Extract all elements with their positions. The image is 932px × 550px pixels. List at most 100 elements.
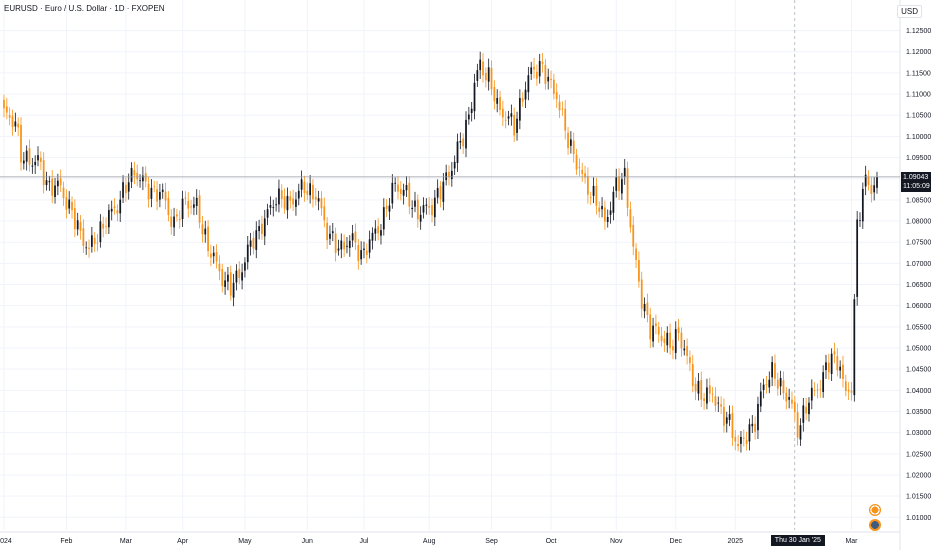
- candle-body: [510, 113, 513, 117]
- candle-body: [680, 332, 683, 349]
- candle-body: [759, 391, 762, 407]
- candle-body: [606, 217, 609, 222]
- candle-body: [280, 190, 283, 199]
- price-tick-label: 1.08000: [906, 219, 931, 226]
- candle-body: [365, 250, 368, 256]
- candle-body: [856, 219, 859, 297]
- candle-body: [22, 160, 25, 164]
- candle-body: [535, 71, 538, 79]
- candle-body: [703, 398, 705, 402]
- candle-body: [516, 118, 518, 133]
- candle-body: [212, 252, 215, 257]
- candle-body: [263, 218, 266, 237]
- candle-body: [176, 214, 178, 217]
- price-tick-label: 1.05500: [906, 324, 931, 331]
- candle-body: [90, 235, 93, 247]
- candle-body: [793, 401, 796, 413]
- candle-body: [246, 244, 249, 263]
- candle-body: [442, 181, 445, 202]
- candle-body: [595, 186, 598, 206]
- price-tick-label: 1.05000: [906, 346, 931, 353]
- candle-body: [598, 207, 601, 212]
- candle-body: [224, 280, 226, 287]
- event-flag-icon[interactable]: [869, 504, 881, 516]
- candle-body: [428, 205, 431, 208]
- candle-body: [133, 170, 136, 176]
- candle-body: [476, 70, 479, 81]
- candle-body: [391, 182, 394, 204]
- candle-body: [244, 262, 246, 271]
- candle-body: [802, 405, 805, 423]
- candle-body: [822, 372, 825, 393]
- economic-event-icon[interactable]: [869, 519, 881, 531]
- candle-body: [82, 228, 85, 246]
- candle-body: [241, 272, 243, 281]
- candle-body: [456, 141, 459, 163]
- candle-body: [331, 231, 334, 234]
- candle-body: [110, 208, 113, 212]
- candle-body: [125, 184, 127, 194]
- candle-body: [93, 237, 96, 244]
- candle-body: [686, 346, 688, 356]
- candle-body: [660, 335, 663, 341]
- candle-body: [374, 228, 377, 234]
- candle-body: [436, 188, 439, 198]
- candle-body: [493, 87, 496, 102]
- candle-body: [819, 388, 822, 390]
- candle-body: [227, 274, 229, 282]
- candle-body: [397, 184, 399, 192]
- candle-body: [779, 378, 782, 387]
- candle-body: [581, 169, 584, 174]
- candle-body: [652, 325, 654, 342]
- candle-body: [844, 381, 847, 392]
- candle-body: [161, 189, 164, 192]
- price-tick-label: 1.11500: [906, 70, 931, 77]
- candle-body: [776, 379, 779, 389]
- bar-countdown: 11:05:09: [903, 182, 930, 190]
- price-tick-label: 1.04500: [906, 367, 931, 374]
- candle-body: [640, 279, 643, 309]
- candle-body: [836, 356, 839, 371]
- candle-body: [808, 402, 810, 415]
- time-tick-label: May: [238, 538, 252, 545]
- candle-body: [235, 270, 238, 283]
- candle-body: [632, 224, 635, 247]
- candle-body: [459, 140, 462, 143]
- candle-body: [20, 124, 22, 163]
- candle-body: [518, 98, 521, 121]
- candle-body: [343, 241, 346, 250]
- currency-label[interactable]: USD: [897, 5, 922, 18]
- candle-body: [589, 197, 592, 199]
- candle-body: [740, 436, 742, 444]
- candle-body: [399, 189, 402, 194]
- candle-body: [190, 206, 192, 208]
- time-tick-label: Oct: [546, 538, 557, 545]
- candle-body: [127, 182, 130, 192]
- candle-body: [788, 397, 791, 400]
- candle-body: [326, 222, 329, 241]
- candle-body: [139, 180, 141, 182]
- candle-body: [85, 247, 88, 249]
- candle-body: [368, 239, 371, 253]
- candle-body: [717, 402, 720, 404]
- candle-body: [552, 79, 555, 94]
- candle-body: [584, 173, 586, 178]
- candle-body: [572, 140, 575, 154]
- candle-body: [734, 437, 737, 442]
- candle-body: [524, 89, 527, 100]
- time-tick-label: Jun: [302, 538, 313, 545]
- price-tick-label: 1.11000: [906, 92, 931, 99]
- candle-body: [810, 387, 813, 401]
- candle-body: [706, 387, 708, 404]
- candle-body: [439, 186, 442, 200]
- candle-body: [286, 195, 289, 211]
- candle-body: [184, 197, 187, 199]
- candle-body: [337, 248, 340, 251]
- candle-body: [612, 191, 615, 213]
- candle-body: [694, 383, 697, 392]
- price-tick-label: 1.07000: [906, 261, 931, 268]
- candle-body: [252, 238, 255, 249]
- candle-body: [754, 423, 756, 433]
- candle-body: [357, 245, 360, 262]
